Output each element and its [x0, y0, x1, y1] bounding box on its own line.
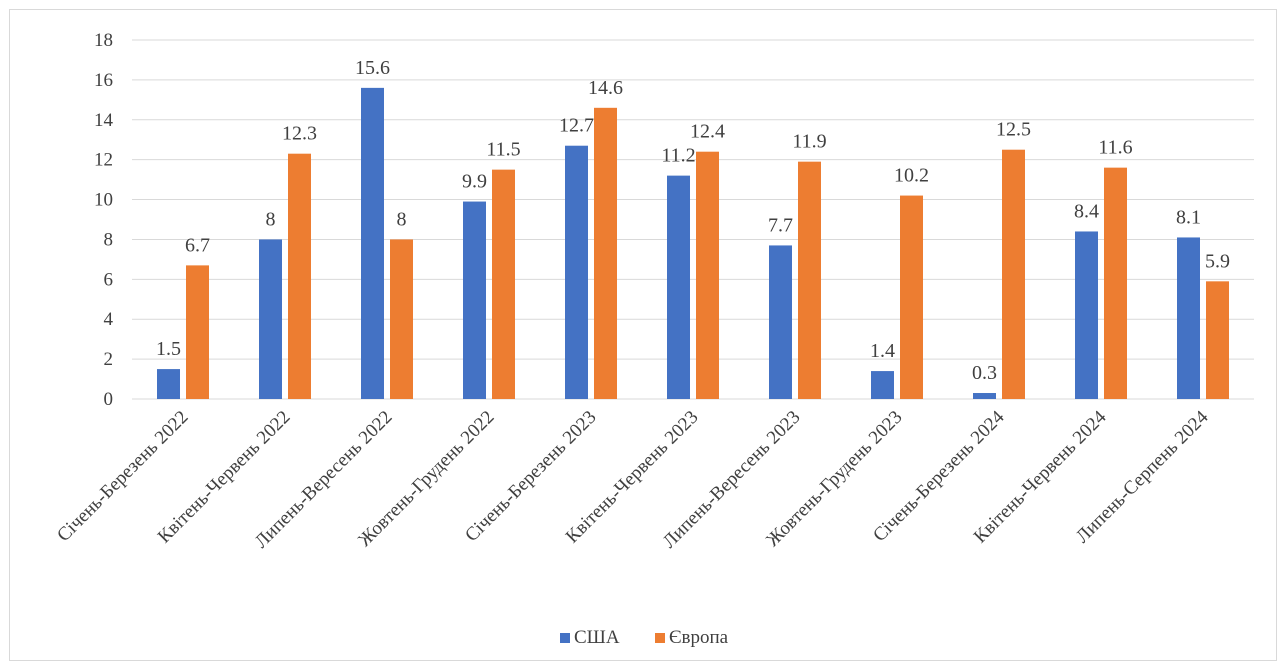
- y-tick-label: 18: [94, 30, 113, 51]
- data-label: 7.7: [768, 214, 793, 236]
- y-tick-label: 0: [104, 389, 114, 410]
- data-label: 8.1: [1176, 206, 1201, 228]
- bar-europe: [1206, 281, 1229, 399]
- legend: США Європа: [560, 627, 729, 648]
- bar-europe: [390, 239, 413, 399]
- legend-label: США: [574, 627, 620, 648]
- bar-europe: [900, 195, 923, 399]
- bar-europe: [1104, 167, 1127, 399]
- bar-usa: [667, 175, 690, 399]
- bar-usa: [871, 371, 894, 399]
- bar-usa: [463, 201, 486, 399]
- data-label: 9.9: [462, 171, 487, 193]
- data-label: 8: [266, 208, 276, 230]
- legend-swatch: [560, 633, 570, 643]
- data-label: 12.5: [996, 119, 1031, 141]
- data-label: 1.5: [156, 338, 181, 360]
- bar-europe: [798, 161, 821, 399]
- data-label: 11.6: [1098, 137, 1132, 159]
- data-labels: 1.5 6.7 8 12.3 15.6 8 9.9 11.5 12.7 14.6 11.212.4 7…: [156, 57, 1230, 384]
- y-axis-ticks: 0 2 4 6 8 10 12 14 16 18: [94, 30, 114, 410]
- bar-europe: [492, 169, 515, 399]
- y-tick-label: 12: [94, 150, 113, 171]
- bars: [157, 87, 1229, 400]
- data-label: 12.4: [690, 121, 725, 143]
- bar-usa: [1177, 237, 1200, 399]
- y-tick-label: 4: [104, 309, 114, 330]
- bar-usa: [1075, 231, 1098, 399]
- y-tick-label: 16: [94, 70, 113, 91]
- legend-swatch: [655, 633, 665, 643]
- data-label: 6.7: [185, 234, 210, 256]
- data-label: 0.3: [972, 362, 997, 384]
- chart-frame: [9, 9, 1277, 661]
- bar-usa: [361, 87, 384, 399]
- bar-usa: [157, 369, 180, 399]
- bar-usa: [973, 393, 996, 399]
- y-tick-label: 6: [104, 269, 114, 290]
- bar-europe: [1002, 149, 1025, 399]
- bar-europe: [696, 151, 719, 399]
- y-tick-label: 10: [94, 190, 113, 211]
- bar-europe: [594, 107, 617, 400]
- y-tick-label: 2: [104, 349, 114, 370]
- legend-label: Європа: [669, 627, 729, 648]
- bar-usa: [259, 239, 282, 399]
- data-label: 14.6: [588, 77, 623, 99]
- y-tick-label: 14: [94, 110, 114, 131]
- data-label: 11.9: [792, 131, 826, 153]
- data-label: 10.2: [894, 165, 929, 187]
- bar-usa: [565, 145, 588, 399]
- y-tick-label: 8: [104, 229, 114, 250]
- data-label: 12.7: [559, 115, 594, 137]
- bar-usa: [769, 245, 792, 399]
- bar-europe: [186, 265, 209, 399]
- grid-layer: [132, 39, 1254, 400]
- data-label: 1.4: [870, 340, 895, 362]
- data-label: 12.3: [282, 123, 317, 145]
- data-label: 8.4: [1074, 200, 1099, 222]
- data-label: 15.6: [355, 57, 390, 79]
- bar-europe: [288, 153, 311, 399]
- data-label: 8: [397, 208, 407, 230]
- data-label: 5.9: [1205, 250, 1230, 272]
- data-label: 11.5: [486, 139, 520, 161]
- data-label: 11.2: [661, 145, 695, 167]
